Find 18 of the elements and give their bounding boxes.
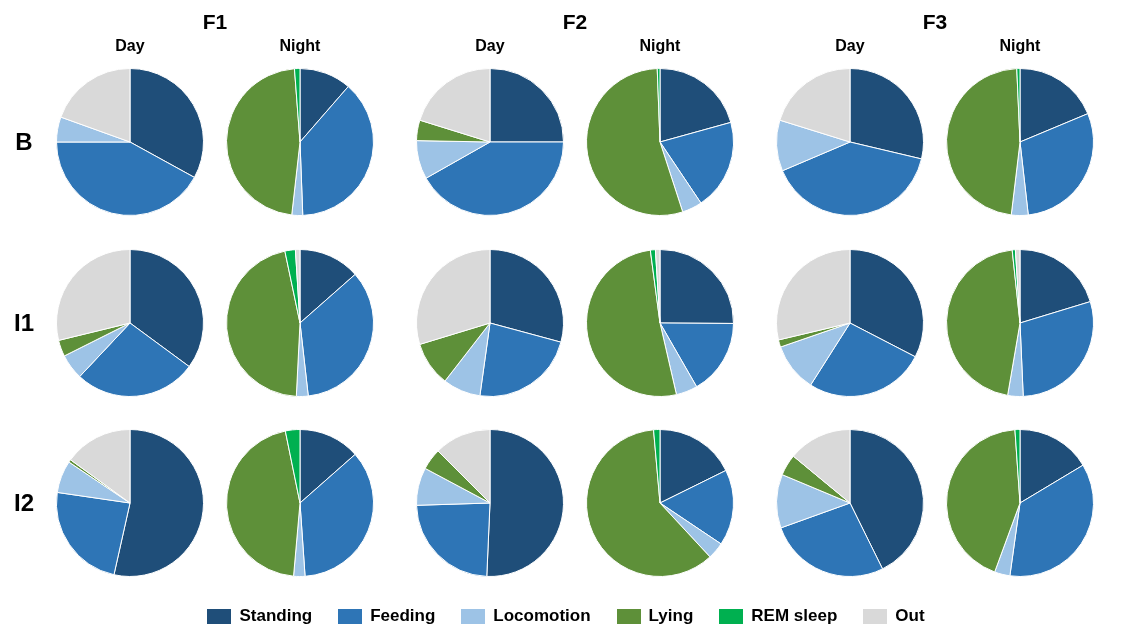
- text: I2: [13, 489, 35, 517]
- text: F1: [201, 10, 229, 34]
- text: F2: [561, 10, 589, 34]
- chart-title: Day: [834, 37, 866, 55]
- chart-title: Night: [638, 37, 682, 55]
- chart-title: Night: [278, 37, 322, 55]
- legend-label: Locomotion: [493, 606, 591, 626]
- text: B: [14, 128, 34, 156]
- legend-label: Out: [895, 606, 925, 626]
- legend-label: Standing: [239, 606, 313, 626]
- legend-label: Lying: [648, 606, 694, 626]
- text: I1: [13, 309, 35, 337]
- legend-label: Feeding: [370, 606, 436, 626]
- text: F3: [921, 10, 949, 34]
- chart-title: Night: [998, 37, 1042, 55]
- legend-label: REM sleep: [751, 606, 838, 626]
- chart-title: Day: [474, 37, 506, 55]
- chart-title: Day: [114, 37, 146, 55]
